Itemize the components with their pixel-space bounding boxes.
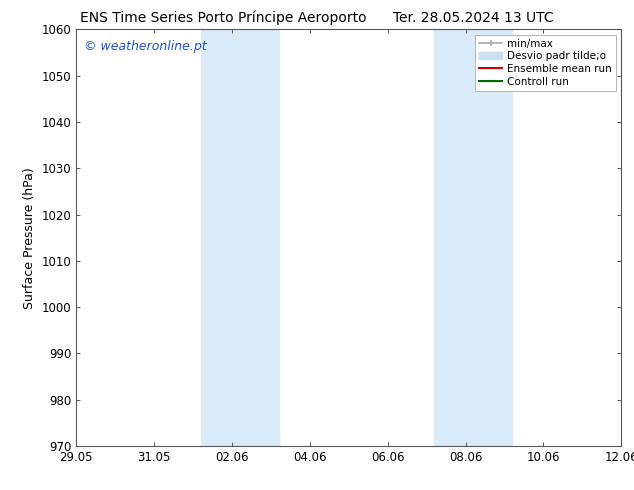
Bar — [201, 29, 278, 446]
Text: © weatheronline.pt: © weatheronline.pt — [84, 40, 207, 53]
Text: ENS Time Series Porto Príncipe Aeroporto      Ter. 28.05.2024 13 UTC: ENS Time Series Porto Príncipe Aeroporto… — [80, 11, 554, 25]
Bar — [434, 29, 512, 446]
Y-axis label: Surface Pressure (hPa): Surface Pressure (hPa) — [23, 167, 36, 309]
Legend: min/max, Desvio padr tilde;o, Ensemble mean run, Controll run: min/max, Desvio padr tilde;o, Ensemble m… — [475, 35, 616, 91]
